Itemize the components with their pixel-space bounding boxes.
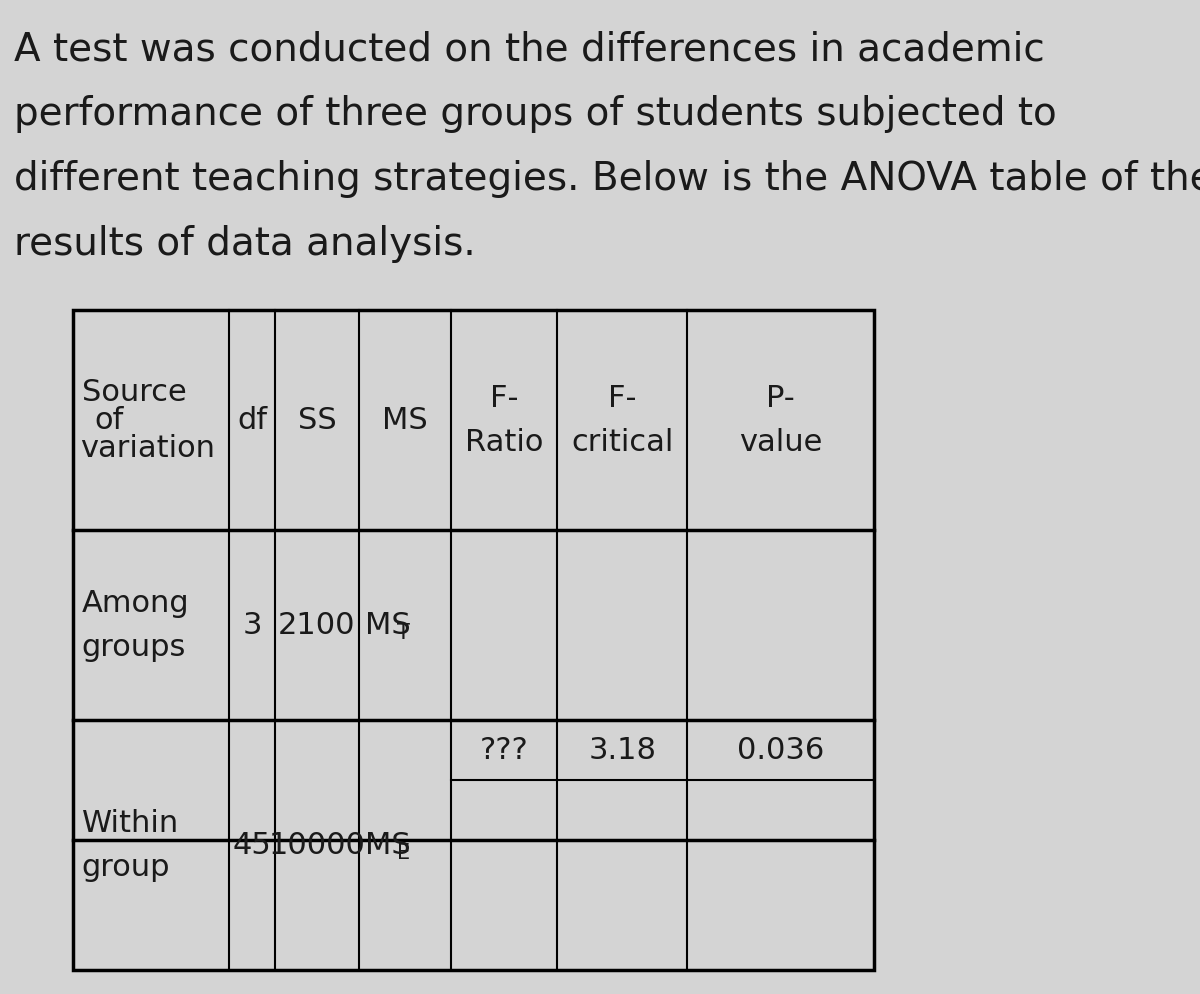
Text: variation: variation [80, 433, 215, 462]
Text: E: E [397, 843, 410, 863]
Bar [72, 310, 875, 970]
Text: 3.18: 3.18 [588, 736, 656, 764]
Text: Ratio: Ratio [464, 427, 544, 456]
Text: F-: F- [490, 384, 518, 413]
Text: Among: Among [82, 588, 190, 617]
Text: P-: P- [767, 384, 796, 413]
Text: A test was conducted on the differences in academic: A test was conducted on the differences … [13, 30, 1044, 68]
Text: groups: groups [82, 632, 186, 661]
Text: ???: ??? [480, 736, 528, 764]
Text: df: df [238, 406, 268, 434]
Text: MS: MS [365, 831, 410, 860]
Text: 2100: 2100 [278, 610, 355, 639]
Text: SS: SS [298, 406, 336, 434]
Text: T: T [397, 623, 410, 643]
Text: value: value [739, 427, 822, 456]
Text: of: of [94, 406, 124, 434]
Text: Source: Source [82, 378, 186, 407]
Text: 10000: 10000 [269, 831, 365, 860]
Text: performance of three groups of students subjected to: performance of three groups of students … [13, 95, 1056, 133]
Text: 3: 3 [242, 610, 262, 639]
Text: group: group [82, 853, 170, 882]
Text: MS: MS [382, 406, 427, 434]
Text: MS: MS [365, 610, 410, 639]
Text: critical: critical [571, 427, 673, 456]
Text: different teaching strategies. Below is the ANOVA table of the: different teaching strategies. Below is … [13, 160, 1200, 198]
Text: results of data analysis.: results of data analysis. [13, 225, 475, 263]
Text: 45: 45 [233, 831, 271, 860]
Text: Within: Within [82, 808, 179, 838]
Text: 0.036: 0.036 [737, 736, 824, 764]
Text: F-: F- [608, 384, 637, 413]
